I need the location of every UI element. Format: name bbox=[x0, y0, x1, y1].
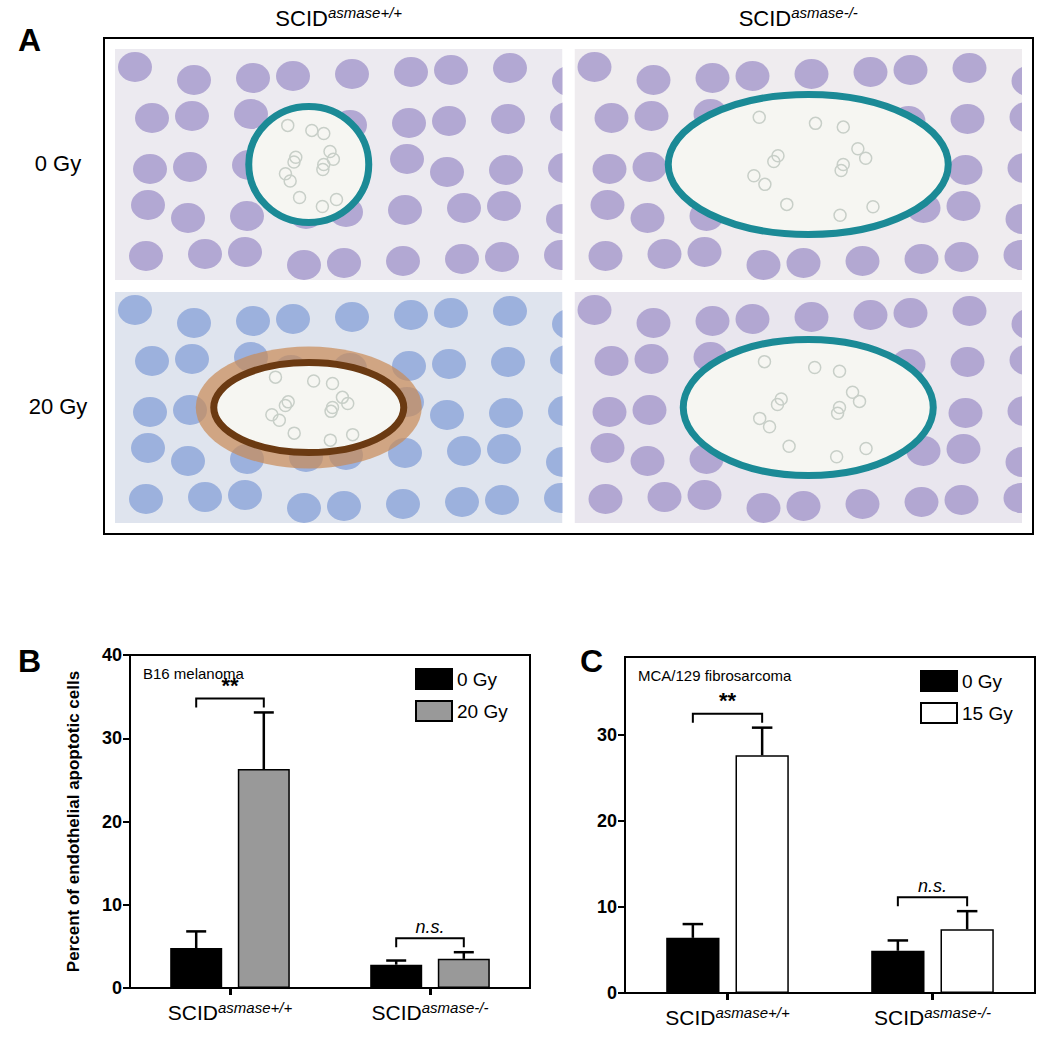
svg-text:30: 30 bbox=[102, 728, 122, 748]
svg-text:MCA/129 fibrosarcoma: MCA/129 fibrosarcoma bbox=[638, 667, 792, 684]
svg-text:Percent of endothelial apoptot: Percent of endothelial apoptotic cells bbox=[64, 671, 83, 972]
svg-text:20 Gy: 20 Gy bbox=[457, 701, 508, 722]
svg-text:C: C bbox=[580, 643, 603, 679]
html-text:20 Gy: 20 Gy bbox=[28, 393, 88, 419]
svg-text:30: 30 bbox=[597, 725, 617, 745]
html-text:SCIDasmase-/-: SCIDasmase-/- bbox=[738, 4, 858, 32]
svg-text:SCID: SCID bbox=[168, 1001, 218, 1024]
svg-text:40: 40 bbox=[102, 645, 122, 665]
svg-text:n.s.: n.s. bbox=[918, 876, 947, 896]
svg-text:asmase-/-: asmase-/- bbox=[924, 1004, 991, 1021]
html-text:SCIDasmase+/+: SCIDasmase+/+ bbox=[275, 4, 403, 32]
svg-text:asmase-/-: asmase-/- bbox=[422, 999, 489, 1016]
svg-text:B: B bbox=[18, 643, 41, 679]
svg-text:10: 10 bbox=[597, 897, 617, 917]
svg-text:**: ** bbox=[719, 688, 737, 713]
svg-text:B16 melanoma: B16 melanoma bbox=[143, 665, 245, 682]
html-text:A: A bbox=[18, 22, 42, 58]
svg-text:SCID: SCID bbox=[372, 1001, 422, 1024]
svg-text:0: 0 bbox=[607, 983, 617, 1003]
svg-text:SCID: SCID bbox=[874, 1006, 924, 1029]
svg-text:SCID: SCID bbox=[665, 1006, 715, 1029]
svg-text:15 Gy: 15 Gy bbox=[962, 703, 1013, 724]
svg-text:20: 20 bbox=[102, 812, 122, 832]
svg-text:asmase+/+: asmase+/+ bbox=[715, 1004, 789, 1021]
svg-text:20: 20 bbox=[597, 811, 617, 831]
svg-text:n.s.: n.s. bbox=[415, 917, 444, 937]
svg-text:10: 10 bbox=[102, 895, 122, 915]
svg-text:0: 0 bbox=[112, 978, 122, 998]
svg-text:0 Gy: 0 Gy bbox=[457, 669, 498, 690]
svg-text:asmase+/+: asmase+/+ bbox=[218, 999, 292, 1016]
html-text:0 Gy: 0 Gy bbox=[34, 150, 82, 176]
svg-text:0 Gy: 0 Gy bbox=[962, 671, 1003, 692]
